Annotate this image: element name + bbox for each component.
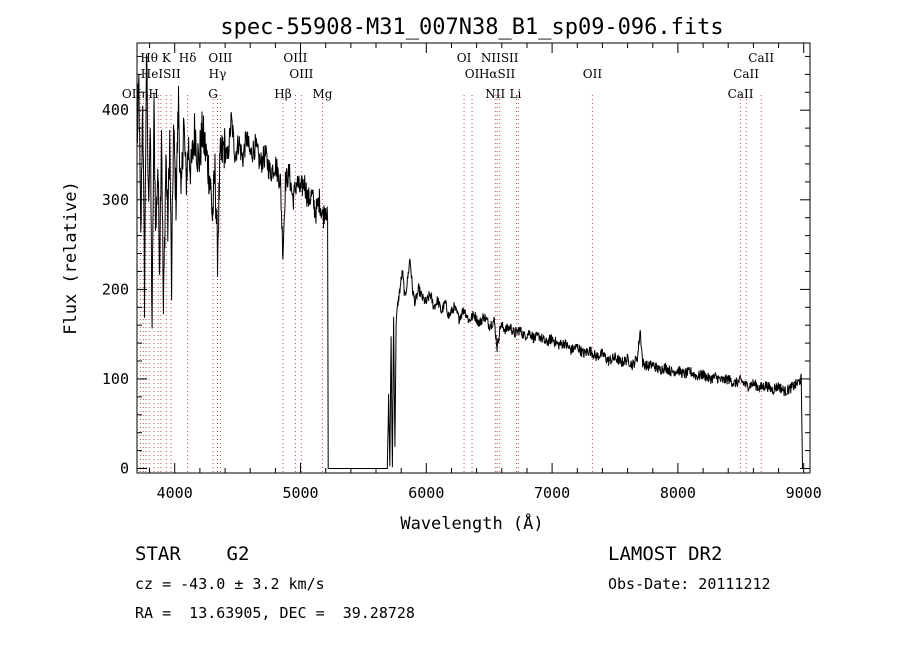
y-tick-label: 100 (102, 370, 129, 388)
line-label: OIII (283, 51, 307, 65)
x-axis-ticks: 4000 5000 6000 7000 8000 9000 (149, 43, 822, 502)
line-label: Mg (313, 87, 333, 101)
line-label: CaII (733, 67, 759, 81)
line-label: OI (465, 67, 480, 81)
line-label: CaII (748, 51, 774, 65)
spectrum-line (136, 54, 803, 469)
y-axis-ticks: 0 100 200 300 400 (102, 55, 810, 478)
object-class-label: STAR G2 (135, 543, 249, 565)
line-label: Hβ (274, 87, 291, 101)
line-label: Hθ (140, 51, 158, 65)
line-label: CaII (728, 87, 754, 101)
x-tick-label: 5000 (282, 484, 318, 502)
x-tick-label: 4000 (157, 484, 193, 502)
redshift-label: cz = -43.0 ± 3.2 km/s (135, 575, 325, 593)
coordinates-label: RA = 13.63905, DEC = 39.28728 (135, 604, 415, 622)
emission-line-markers (139, 95, 762, 473)
x-tick-label: 6000 (408, 484, 444, 502)
x-tick-label: 9000 (786, 484, 822, 502)
y-tick-label: 400 (102, 101, 129, 119)
line-label: NII (485, 87, 505, 101)
chart-title: spec-55908-M31_007N38_B1_sp09-096.fits (220, 15, 723, 40)
survey-label: LAMOST DR2 (608, 543, 722, 565)
y-tick-label: 200 (102, 280, 129, 298)
line-label: NIISII (481, 51, 519, 65)
line-label: HeISII (141, 67, 181, 81)
plot-frame (136, 42, 811, 474)
obs-date-label: Obs-Date: 20111212 (608, 575, 771, 593)
y-tick-label: 0 (120, 460, 129, 478)
line-label: Hγ (209, 67, 227, 81)
line-label: OI (457, 51, 472, 65)
line-label: G (208, 87, 218, 101)
line-label: OIII (208, 51, 232, 65)
line-label: Li (509, 87, 521, 101)
line-label: HαSII (479, 67, 516, 81)
spectrum-series (136, 54, 803, 469)
line-label: K (162, 51, 172, 65)
line-label: Hδ (179, 51, 197, 65)
line-label: OIII (289, 67, 313, 81)
x-tick-label: 8000 (660, 484, 696, 502)
line-label: OIIηH (122, 87, 159, 101)
x-tick-label: 7000 (534, 484, 570, 502)
x-axis-label: Wavelength (Å) (400, 512, 543, 534)
y-axis-label: Flux (relative) (61, 181, 81, 335)
line-label: OII (583, 67, 603, 81)
y-tick-label: 300 (102, 191, 129, 209)
